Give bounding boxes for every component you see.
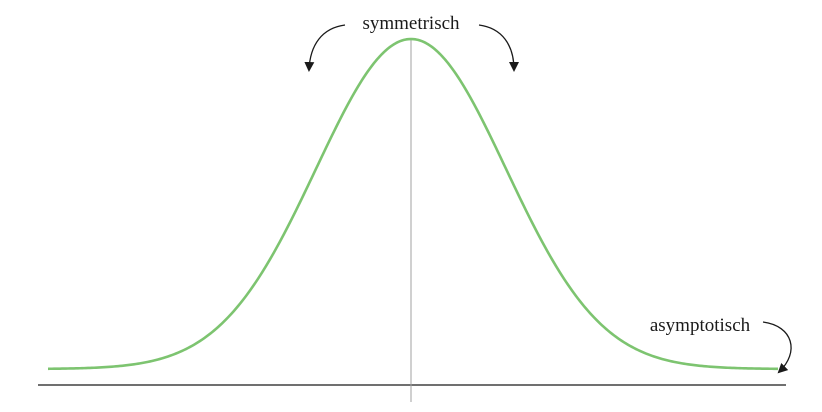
symmetry-arrow-right <box>478 24 519 72</box>
asymptote-label: asymptotisch <box>650 315 751 336</box>
bell-curve <box>47 37 779 371</box>
symmetry-label: symmetrisch <box>362 13 460 34</box>
symmetry-arrow-left <box>304 24 346 72</box>
asymptote-arrow <box>762 321 792 374</box>
